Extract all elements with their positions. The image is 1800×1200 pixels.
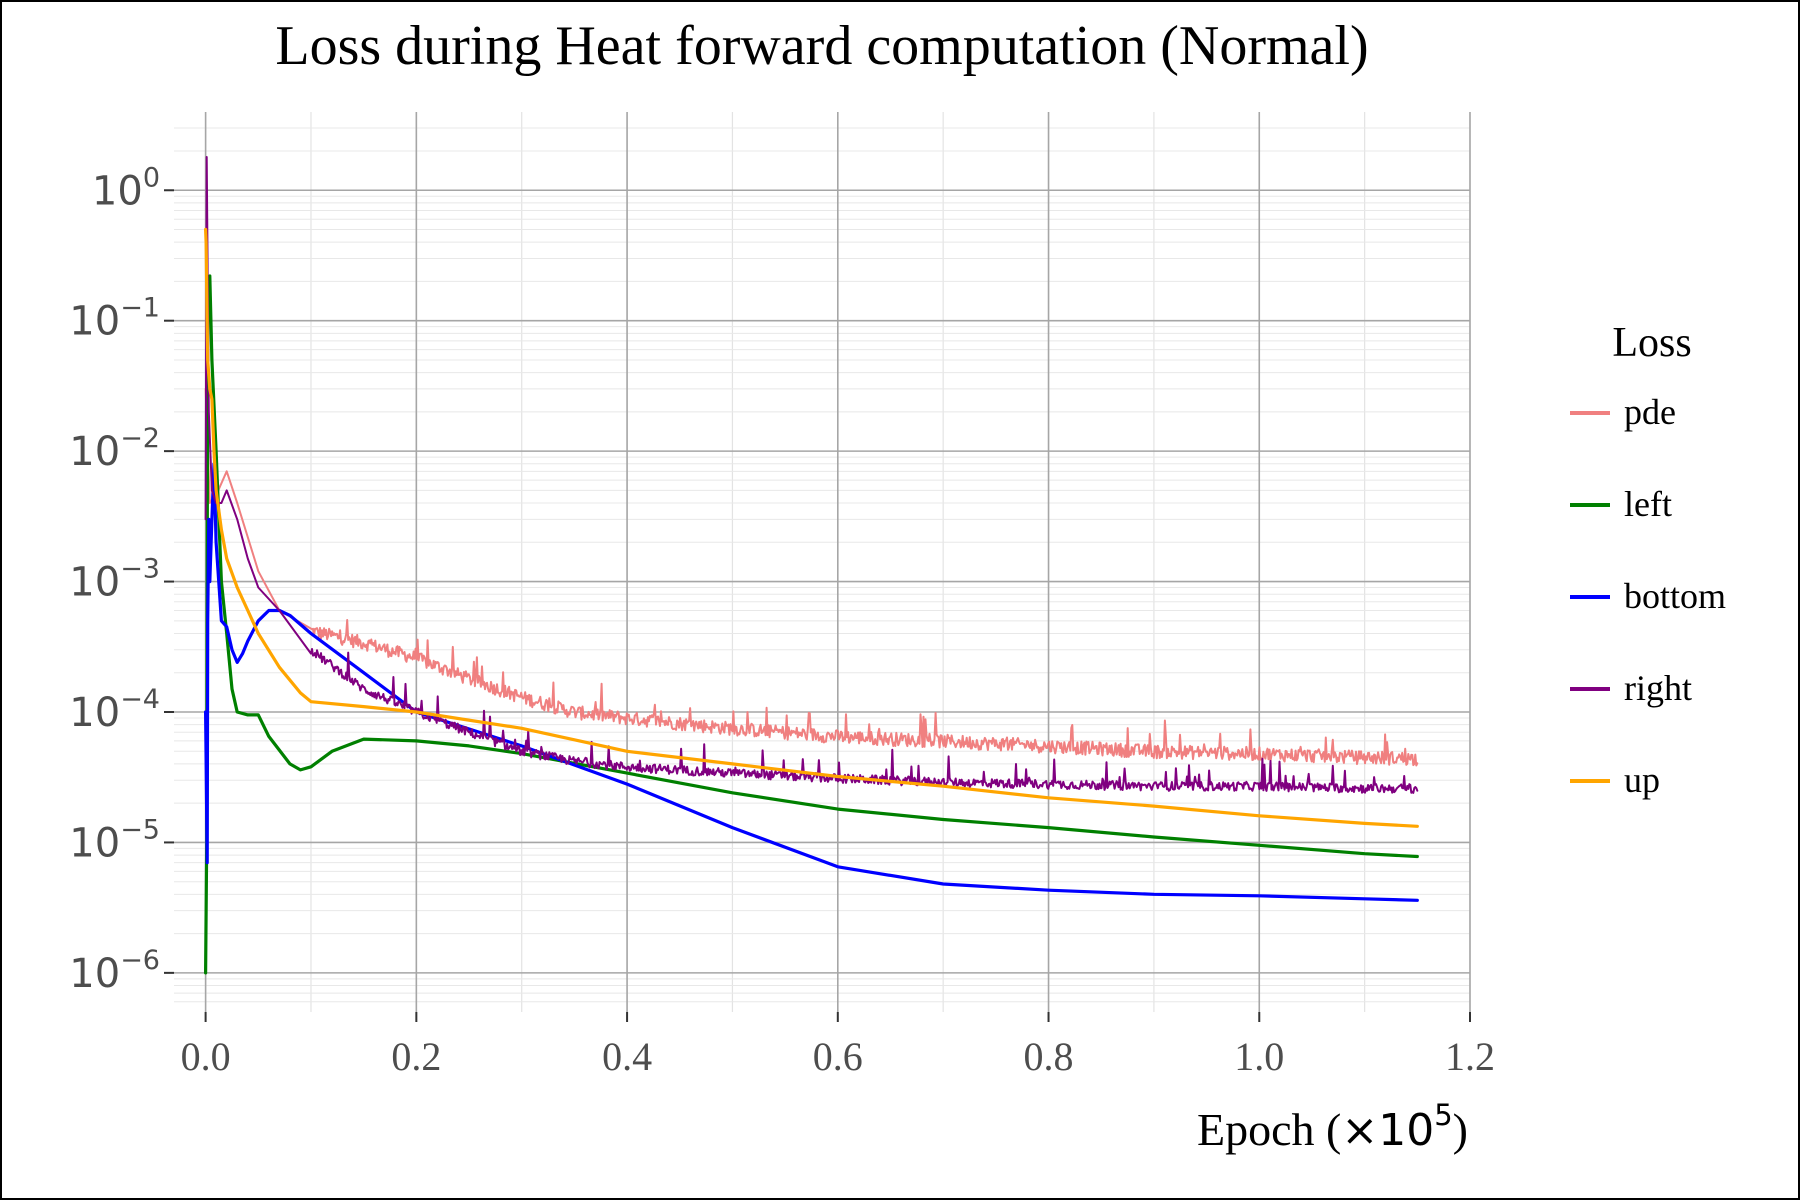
legend-label-right: right [1624,668,1692,708]
x-tick-label: 0.4 [602,1034,652,1079]
x-tick-label: 0.8 [1024,1034,1074,1079]
x-axis-label-text: Epoch [1197,1104,1315,1155]
x-axis-label: Epoch (×105) [1197,1098,1468,1156]
x-tick-label: 0.2 [391,1034,441,1079]
series-line-bottom [204,462,1419,902]
series-line-up [204,227,1419,828]
y-tick-label: 10−6 [69,945,160,997]
x-axis-multiplier-exp: 5 [1434,1098,1452,1132]
series-lines [204,156,1419,975]
y-tick-label: 10−3 [69,554,160,606]
series-line-left [204,274,1419,975]
y-tick-label: 10−5 [69,814,160,866]
legend-label-pde: pde [1624,392,1676,432]
legend-label-bottom: bottom [1624,576,1726,616]
grid [174,112,1471,1012]
x-tick-label: 1.0 [1234,1034,1284,1079]
legend-label-up: up [1624,760,1660,800]
legend: Loss pde left bottom right up [1570,320,1726,800]
legend-title: Loss [1612,320,1691,366]
axes: 0.0 0.2 0.4 0.6 0.8 1.0 1.2 100 10−1 10−2 10−3 10−4… [69,162,1495,1079]
series-line-pde [204,387,1419,767]
x-tick-label: 0.0 [181,1034,231,1079]
y-tick-label: 10−1 [69,293,160,345]
x-tick-label: 1.2 [1445,1034,1495,1079]
series-line-right [204,156,1419,794]
y-tick-label: 10−4 [69,684,160,736]
y-tick-label: 10−2 [69,423,160,475]
x-axis-multiplier: ×10 [1341,1105,1434,1156]
legend-label-left: left [1624,484,1672,524]
y-tick-label: 100 [92,162,160,214]
x-tick-label: 0.6 [813,1034,863,1079]
chart-title: Loss during Heat forward computation (No… [275,15,1368,77]
